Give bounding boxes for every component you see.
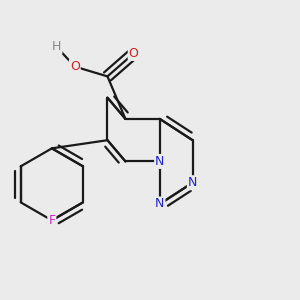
Text: F: F (48, 214, 56, 227)
Text: N: N (188, 176, 197, 189)
Text: O: O (70, 60, 80, 73)
Text: O: O (129, 47, 139, 60)
Text: N: N (155, 155, 164, 168)
Text: H: H (52, 40, 62, 53)
Text: N: N (155, 197, 164, 211)
